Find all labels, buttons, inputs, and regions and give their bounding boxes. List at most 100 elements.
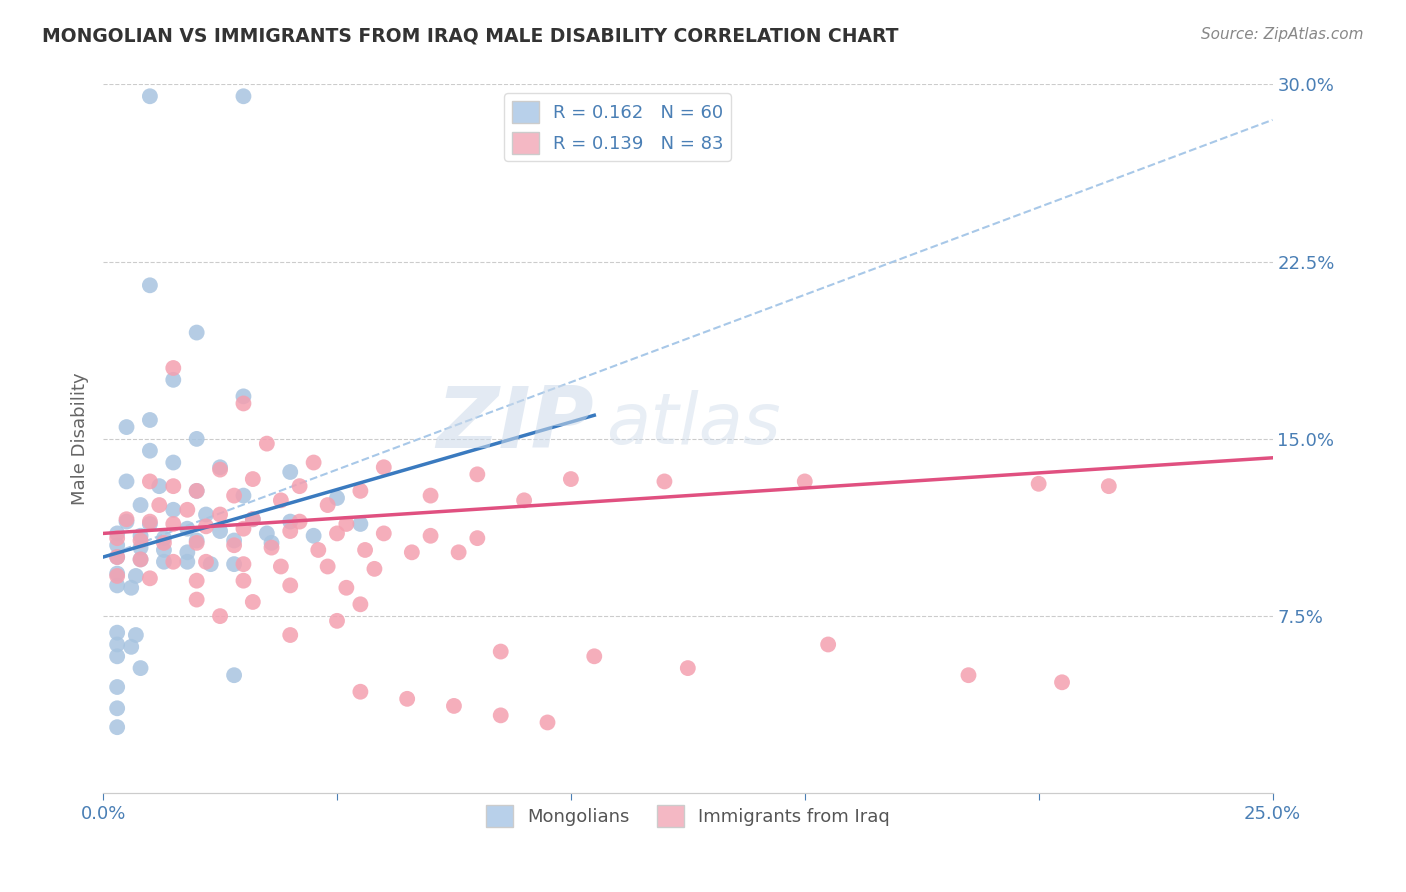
Point <box>401 545 423 559</box>
Point <box>256 526 278 541</box>
Point <box>153 536 176 550</box>
Point <box>288 479 311 493</box>
Point <box>115 515 138 529</box>
Point <box>176 555 198 569</box>
Point <box>139 89 162 103</box>
Point <box>105 720 128 734</box>
Point <box>232 389 254 403</box>
Point <box>186 592 208 607</box>
Point <box>209 609 232 624</box>
Point <box>224 538 246 552</box>
Point <box>349 597 371 611</box>
Point <box>162 555 184 569</box>
Point <box>288 515 311 529</box>
Point <box>419 489 441 503</box>
Text: ZIP: ZIP <box>437 384 595 467</box>
Point <box>278 515 301 529</box>
Point <box>162 373 184 387</box>
Point <box>162 516 184 531</box>
Point <box>654 475 676 489</box>
Point <box>105 625 128 640</box>
Point <box>195 519 218 533</box>
Point <box>278 524 301 538</box>
Y-axis label: Male Disability: Male Disability <box>72 373 89 505</box>
Point <box>326 491 349 505</box>
Legend: Mongolians, Immigrants from Iraq: Mongolians, Immigrants from Iraq <box>478 797 897 834</box>
Point <box>1028 476 1050 491</box>
Point <box>105 538 128 552</box>
Text: atlas: atlas <box>606 390 780 459</box>
Point <box>186 432 208 446</box>
Point <box>105 649 128 664</box>
Point <box>335 516 357 531</box>
Point <box>513 493 536 508</box>
Point <box>465 467 488 482</box>
Point <box>105 680 128 694</box>
Point <box>373 526 395 541</box>
Point <box>129 533 152 548</box>
Point <box>129 498 152 512</box>
Point <box>105 549 128 564</box>
Point <box>186 574 208 588</box>
Point <box>148 479 170 493</box>
Point <box>153 543 176 558</box>
Point <box>176 545 198 559</box>
Point <box>176 503 198 517</box>
Point <box>270 559 292 574</box>
Point <box>209 462 232 476</box>
Point <box>105 531 128 545</box>
Point <box>278 465 301 479</box>
Point <box>242 512 264 526</box>
Text: MONGOLIAN VS IMMIGRANTS FROM IRAQ MALE DISABILITY CORRELATION CHART: MONGOLIAN VS IMMIGRANTS FROM IRAQ MALE D… <box>42 27 898 45</box>
Point <box>105 549 128 564</box>
Point <box>232 89 254 103</box>
Point <box>1050 675 1073 690</box>
Point <box>129 552 152 566</box>
Point <box>186 483 208 498</box>
Point <box>443 698 465 713</box>
Point <box>270 493 292 508</box>
Point <box>373 460 395 475</box>
Point <box>302 456 325 470</box>
Point <box>186 533 208 548</box>
Point <box>817 638 839 652</box>
Point <box>139 475 162 489</box>
Point <box>224 557 246 571</box>
Point <box>224 668 246 682</box>
Point <box>209 508 232 522</box>
Point <box>489 644 512 658</box>
Point <box>186 536 208 550</box>
Point <box>242 512 264 526</box>
Point <box>195 508 218 522</box>
Point <box>232 489 254 503</box>
Point <box>115 420 138 434</box>
Point <box>307 543 329 558</box>
Point <box>209 460 232 475</box>
Point <box>129 541 152 555</box>
Point <box>153 555 176 569</box>
Point <box>105 566 128 581</box>
Point <box>153 531 176 545</box>
Point <box>256 436 278 450</box>
Point <box>349 684 371 698</box>
Point <box>105 701 128 715</box>
Point <box>260 541 283 555</box>
Point <box>162 503 184 517</box>
Point <box>186 326 208 340</box>
Point <box>242 472 264 486</box>
Point <box>363 562 385 576</box>
Point <box>349 483 371 498</box>
Point <box>232 574 254 588</box>
Point <box>326 526 349 541</box>
Point <box>419 529 441 543</box>
Point <box>278 578 301 592</box>
Point <box>105 569 128 583</box>
Point <box>139 278 162 293</box>
Point <box>162 479 184 493</box>
Point <box>125 569 148 583</box>
Point <box>335 581 357 595</box>
Point <box>105 638 128 652</box>
Point <box>224 489 246 503</box>
Point <box>120 640 142 654</box>
Point <box>560 472 582 486</box>
